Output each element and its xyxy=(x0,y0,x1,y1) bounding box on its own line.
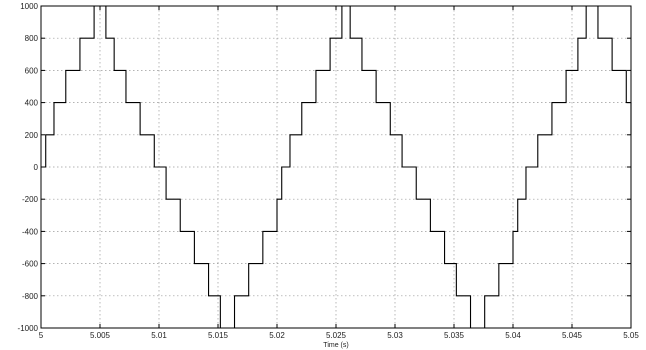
y-tick-label: -800 xyxy=(22,292,39,301)
y-tick-label: 200 xyxy=(25,131,39,140)
x-tick-label: 5.005 xyxy=(90,331,111,340)
x-tick-label: 5.025 xyxy=(326,331,347,340)
x-tick-label: 5.02 xyxy=(269,331,285,340)
y-tick-label: -1000 xyxy=(18,324,39,333)
x-tick-label: 5.035 xyxy=(444,331,465,340)
x-tick-label: 5 xyxy=(39,331,44,340)
series-layer xyxy=(41,5,632,329)
y-tick-label: 800 xyxy=(25,34,39,43)
tick-marks xyxy=(40,5,632,329)
x-tick-label: 5.01 xyxy=(151,331,167,340)
x-tick-label: 5.015 xyxy=(208,331,229,340)
y-tick-labels: -1000 -800 -600 -400 -200 0 200 400 600 800 1000 xyxy=(18,2,39,333)
y-tick-label: -200 xyxy=(22,195,39,204)
y-tick-label: 0 xyxy=(34,163,39,172)
x-tick-label: 5.04 xyxy=(505,331,521,340)
y-tick-label: 600 xyxy=(25,66,39,75)
x-tick-labels: 5 5.005 5.01 5.015 5.02 5.025 5.03 5.035 5.04 5.0… xyxy=(39,331,640,340)
series-line xyxy=(41,5,632,329)
y-tick-label: 1000 xyxy=(20,2,38,11)
x-tick-label: 5.05 xyxy=(623,331,639,340)
y-tick-label: -400 xyxy=(22,227,39,236)
x-tick-label: 5.045 xyxy=(562,331,583,340)
y-tick-label: 400 xyxy=(25,99,39,108)
x-tick-label: 5.03 xyxy=(387,331,403,340)
x-axis-title: Time (s) xyxy=(323,342,348,349)
y-tick-label: -600 xyxy=(22,260,39,269)
